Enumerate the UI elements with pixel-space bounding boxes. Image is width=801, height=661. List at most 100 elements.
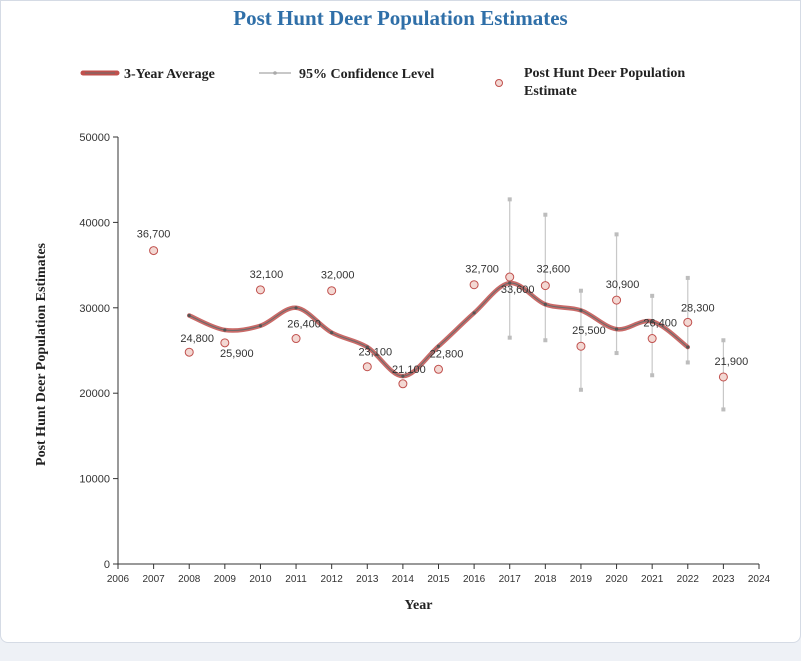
- average-line: [186, 280, 691, 379]
- confidence-cap-high: [614, 232, 619, 237]
- confidence-cap-low: [650, 373, 655, 378]
- x-tick-label: 2013: [356, 574, 379, 585]
- estimate-data-label: 26,400: [643, 318, 677, 330]
- axes: 0 10000 20000 30000 40000 50000 2006 2007 2008 20…: [34, 132, 771, 613]
- confidence-cap-low: [614, 351, 619, 356]
- estimate-marker: [612, 295, 622, 305]
- estimate-data-label: 32,600: [537, 264, 571, 276]
- x-tick-label: 2024: [748, 574, 771, 585]
- confidence-cap-low: [507, 335, 512, 340]
- legend-average-label: 3-Year Average: [124, 67, 215, 82]
- average-point: [258, 324, 263, 328]
- average-point: [614, 327, 619, 331]
- x-axis-title: Year: [405, 598, 433, 613]
- x-tick-label: 2018: [534, 574, 557, 585]
- x-tick-label: 2007: [142, 574, 165, 585]
- x-tick-label: 2023: [712, 574, 735, 585]
- confidence-cap-high: [507, 197, 512, 202]
- average-point: [508, 281, 512, 285]
- estimate-marker: [362, 362, 372, 372]
- average-point: [330, 330, 334, 335]
- estimate-marker: [291, 334, 301, 344]
- x-tick-label: 2021: [641, 574, 664, 585]
- average-point: [472, 311, 476, 315]
- average-point: [365, 345, 369, 349]
- average-point: [436, 344, 441, 348]
- estimate-data-label: 32,000: [321, 270, 355, 282]
- x-tick-label: 2009: [214, 574, 237, 585]
- y-tick-label: 20000: [79, 388, 110, 400]
- estimate-data-label: 26,400: [287, 319, 321, 331]
- estimate-marker: [647, 334, 657, 344]
- confidence-cap-high: [543, 212, 548, 217]
- estimate-marker: [327, 286, 337, 296]
- confidence-cap-low: [685, 360, 690, 365]
- estimate-marker: [220, 338, 230, 348]
- x-tick-label: 2012: [321, 574, 344, 585]
- estimate-marker: [184, 347, 194, 357]
- x-tick-label: 2014: [392, 574, 415, 585]
- chart-title: Post Hunt Deer Population Estimates: [233, 6, 568, 30]
- legend-confidence-label: 95% Confidence Level: [299, 67, 434, 82]
- estimate-marker: [434, 364, 443, 374]
- estimate-data-label: 32,700: [465, 264, 499, 276]
- x-tick-label: 2022: [677, 574, 700, 585]
- estimate-marker: [683, 317, 693, 327]
- estimate-data-label: 23,100: [358, 347, 392, 359]
- estimate-markers: 36,700 24,800 25,900 32,100 26,400 32,000 23,1…: [137, 229, 749, 389]
- average-point: [401, 374, 405, 378]
- confidence-cap-low: [721, 407, 726, 412]
- legend: 3-Year Average 95% Confidence Level Post H…: [80, 66, 685, 99]
- estimate-data-label: 30,900: [606, 279, 640, 291]
- chart-card: [0, 0, 801, 643]
- legend-estimate-marker: [495, 79, 503, 87]
- estimate-marker: [576, 341, 586, 351]
- estimate-data-label: 22,800: [430, 348, 464, 360]
- x-tick-label: 2020: [605, 574, 628, 585]
- estimate-data-label: 25,500: [572, 325, 606, 337]
- confidence-cap-low: [543, 338, 548, 343]
- estimate-marker: [149, 246, 159, 256]
- confidence-cap-high: [721, 338, 726, 343]
- x-tick-label: 2019: [570, 574, 593, 585]
- y-tick-label: 50000: [79, 132, 110, 144]
- estimate-data-label: 25,900: [220, 348, 254, 360]
- average-point: [650, 319, 654, 324]
- average-point: [579, 308, 583, 312]
- estimate-marker: [398, 379, 408, 389]
- y-axis-title: Post Hunt Deer Population Estimates: [34, 242, 49, 466]
- estimate-data-label: 24,800: [180, 333, 214, 345]
- estimate-marker: [469, 280, 479, 290]
- y-tick-label: 40000: [79, 217, 110, 229]
- legend-confidence-dot: [273, 71, 277, 75]
- x-tick-label: 2017: [499, 574, 522, 585]
- y-tick-label: 0: [104, 559, 110, 571]
- confidence-cap-high: [685, 275, 690, 280]
- x-tick-label: 2016: [463, 574, 486, 585]
- estimate-data-label: 21,100: [392, 364, 426, 376]
- average-point: [187, 313, 191, 318]
- average-line-group: [186, 280, 691, 379]
- estimate-data-label: 33,600: [501, 284, 535, 296]
- x-tick-label: 2008: [178, 574, 201, 585]
- average-point: [543, 302, 547, 306]
- legend-estimate-label: Post Hunt Deer Population Estimate: [524, 66, 685, 99]
- average-point: [686, 345, 690, 349]
- y-tick-label: 30000: [79, 303, 110, 315]
- estimate-data-label: 28,300: [681, 302, 715, 314]
- estimate-data-label: 32,100: [250, 269, 284, 281]
- x-tick-label: 2015: [427, 574, 450, 585]
- estimate-marker: [255, 285, 265, 295]
- estimate-marker: [718, 372, 728, 382]
- estimate-marker: [505, 272, 515, 282]
- estimate-data-label: 21,900: [715, 356, 749, 368]
- confidence-cap-low: [578, 387, 583, 392]
- x-tick-label: 2011: [285, 574, 307, 585]
- estimate-marker: [540, 281, 550, 291]
- average-point: [223, 328, 227, 332]
- confidence-cap-high: [578, 288, 583, 293]
- y-tick-label: 10000: [79, 474, 110, 486]
- x-tick-label: 2010: [249, 574, 272, 585]
- x-tick-label: 2006: [107, 574, 130, 585]
